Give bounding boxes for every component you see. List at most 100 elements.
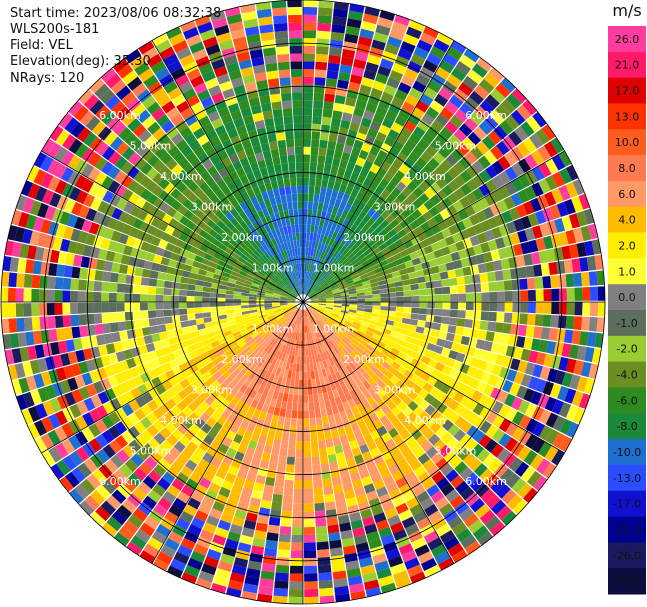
velocity-gate bbox=[441, 365, 452, 376]
velocity-gate bbox=[333, 292, 341, 296]
velocity-gate bbox=[25, 375, 38, 391]
velocity-gate bbox=[324, 228, 331, 237]
velocity-gate bbox=[294, 138, 303, 147]
azimuth-spoke bbox=[151, 301, 304, 564]
velocity-gate bbox=[266, 346, 274, 355]
velocity-gate bbox=[145, 252, 156, 262]
velocity-gate bbox=[530, 197, 542, 212]
velocity-gate bbox=[75, 242, 86, 256]
velocity-gate bbox=[427, 302, 435, 309]
velocity-gate bbox=[250, 195, 259, 206]
velocity-gate bbox=[407, 230, 418, 240]
velocity-gate bbox=[327, 320, 335, 327]
velocity-gate bbox=[449, 114, 464, 129]
velocity-gate bbox=[460, 183, 472, 196]
velocity-gate bbox=[485, 165, 498, 179]
velocity-gate bbox=[523, 450, 538, 466]
velocity-gate bbox=[94, 83, 110, 99]
velocity-gate bbox=[480, 350, 491, 362]
velocity-gate bbox=[166, 434, 179, 447]
velocity-gate bbox=[108, 151, 122, 166]
velocity-gate bbox=[241, 295, 249, 300]
velocity-gate bbox=[139, 221, 151, 233]
velocity-gate bbox=[557, 386, 569, 402]
velocity-gate bbox=[435, 256, 446, 266]
velocity-gate bbox=[309, 305, 318, 309]
velocity-gate bbox=[45, 356, 56, 371]
velocity-gate bbox=[217, 106, 230, 118]
velocity-gate bbox=[42, 450, 56, 467]
velocity-gate bbox=[229, 274, 238, 281]
velocity-gate bbox=[449, 495, 465, 509]
velocity-gate bbox=[152, 419, 165, 432]
colorbar-block bbox=[608, 77, 646, 104]
velocity-gate bbox=[380, 534, 395, 546]
velocity-gate bbox=[490, 387, 502, 400]
velocity-gate bbox=[260, 427, 269, 437]
velocity-gate bbox=[340, 529, 354, 540]
velocity-gate bbox=[240, 3, 256, 14]
velocity-gate bbox=[287, 274, 293, 282]
velocity-gate bbox=[287, 298, 296, 301]
velocity-gate bbox=[44, 384, 57, 400]
velocity-gate bbox=[425, 145, 438, 158]
velocity-gate bbox=[325, 274, 332, 282]
velocity-gate bbox=[307, 316, 311, 325]
velocity-gate bbox=[459, 395, 472, 408]
velocity-gate bbox=[172, 349, 183, 359]
velocity-gate bbox=[102, 190, 115, 204]
velocity-gate bbox=[454, 461, 468, 475]
velocity-gate bbox=[247, 271, 256, 278]
velocity-gate bbox=[255, 442, 265, 452]
velocity-gate bbox=[214, 161, 225, 172]
velocity-gate bbox=[439, 271, 449, 280]
velocity-gate bbox=[303, 464, 312, 473]
velocity-gate bbox=[299, 332, 302, 341]
velocity-gate bbox=[407, 364, 418, 374]
velocity-gate bbox=[252, 186, 261, 196]
velocity-gate bbox=[168, 259, 178, 268]
velocity-gate bbox=[257, 514, 269, 525]
velocity-gate bbox=[300, 317, 303, 326]
velocity-gate bbox=[527, 302, 536, 314]
velocity-gate bbox=[375, 238, 385, 247]
velocity-gate bbox=[493, 125, 508, 140]
velocity-gate bbox=[167, 145, 181, 158]
velocity-gate bbox=[317, 549, 330, 558]
velocity-gate bbox=[475, 339, 486, 350]
velocity-gate bbox=[173, 441, 186, 453]
velocity-gate bbox=[293, 488, 303, 497]
velocity-gate bbox=[143, 74, 159, 89]
velocity-gate bbox=[325, 509, 337, 519]
velocity-gate bbox=[128, 439, 142, 453]
velocity-gate bbox=[206, 445, 218, 457]
velocity-gate bbox=[153, 503, 168, 517]
velocity-gate bbox=[193, 82, 208, 95]
velocity-gate bbox=[333, 305, 342, 308]
velocity-gate bbox=[280, 294, 289, 298]
velocity-gate bbox=[336, 319, 345, 326]
velocity-gate bbox=[90, 511, 106, 527]
velocity-gate bbox=[212, 501, 226, 513]
velocity-gate bbox=[416, 378, 427, 389]
velocity-gate bbox=[265, 308, 273, 312]
velocity-gate bbox=[269, 398, 277, 407]
velocity-gate bbox=[459, 102, 474, 117]
velocity-gate bbox=[511, 313, 521, 324]
velocity-gate bbox=[271, 0, 287, 9]
velocity-gate bbox=[418, 399, 430, 411]
velocity-gate bbox=[147, 369, 158, 380]
velocity-gate bbox=[327, 140, 337, 150]
velocity-gate bbox=[273, 116, 284, 126]
velocity-gate bbox=[320, 327, 326, 335]
velocity-gate bbox=[416, 276, 426, 284]
velocity-gate bbox=[152, 407, 165, 420]
velocity-gate bbox=[281, 344, 287, 353]
velocity-gate bbox=[465, 302, 474, 311]
velocity-gate bbox=[288, 304, 296, 308]
velocity-gate bbox=[108, 411, 121, 425]
velocity-gate bbox=[524, 403, 538, 418]
velocity-gate bbox=[309, 324, 313, 332]
velocity-gate bbox=[304, 332, 308, 341]
velocity-gate bbox=[502, 379, 514, 393]
